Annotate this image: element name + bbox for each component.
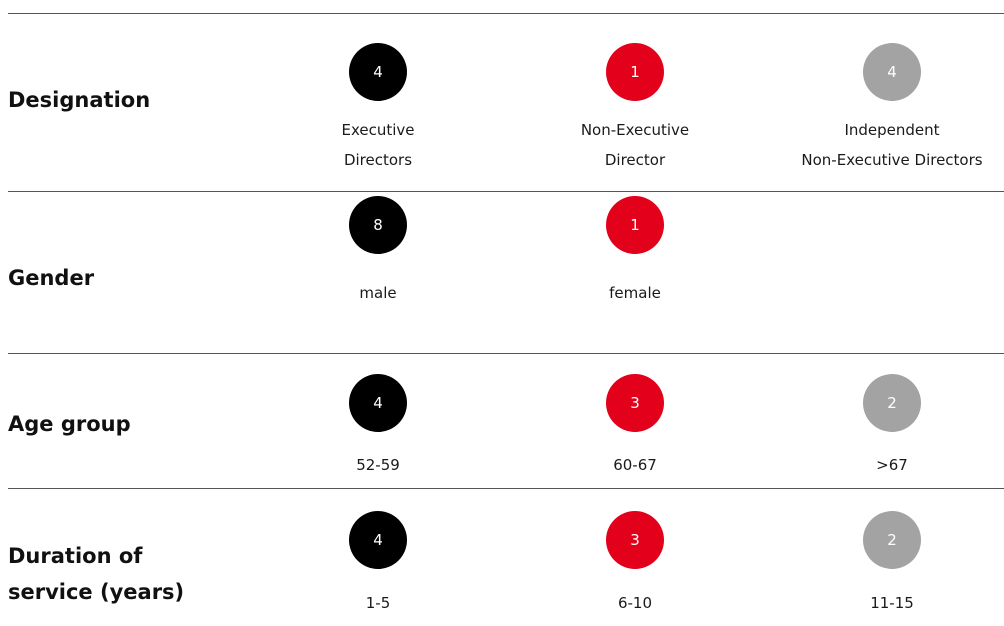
caption: Directors xyxy=(343,151,413,169)
count-circle: 2 xyxy=(863,374,921,432)
caption: 11-15 xyxy=(870,594,914,612)
caption: female xyxy=(609,284,661,302)
row-label: Duration of xyxy=(8,544,143,568)
caption: 6-10 xyxy=(617,594,653,612)
count-circle: 8 xyxy=(349,196,407,254)
caption: Non-Executive Directors xyxy=(801,151,983,169)
divider xyxy=(8,191,1004,192)
caption: Non-Executive xyxy=(580,121,690,139)
row-label: service (years) xyxy=(8,580,185,604)
count-circle: 4 xyxy=(349,374,407,432)
caption: 52-59 xyxy=(356,456,400,474)
row-label: Designation xyxy=(8,88,151,112)
count-circle: 2 xyxy=(863,511,921,569)
caption: >67 xyxy=(876,456,908,474)
divider xyxy=(8,353,1004,354)
caption: Executive xyxy=(341,121,415,139)
count-circle: 1 xyxy=(606,196,664,254)
divider xyxy=(8,488,1004,489)
caption: 60-67 xyxy=(613,456,657,474)
caption: 1-5 xyxy=(365,594,391,612)
count-circle: 3 xyxy=(606,511,664,569)
row-label: Gender xyxy=(8,266,95,290)
count-circle: 4 xyxy=(863,43,921,101)
divider xyxy=(8,13,1004,14)
count-circle: 4 xyxy=(349,43,407,101)
count-circle: 4 xyxy=(349,511,407,569)
caption: Director xyxy=(604,151,666,169)
caption: male xyxy=(359,284,397,302)
count-circle: 1 xyxy=(606,43,664,101)
row-label: Age group xyxy=(8,412,131,436)
count-circle: 3 xyxy=(606,374,664,432)
caption: Independent xyxy=(844,121,940,139)
